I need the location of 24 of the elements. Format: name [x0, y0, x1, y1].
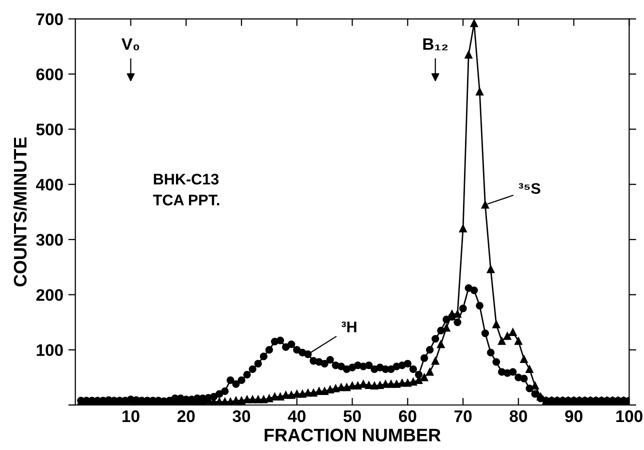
- annotation: B₁₂: [423, 38, 448, 50]
- y-tick-label: 600: [36, 68, 63, 80]
- x-tick-label: 40: [288, 410, 306, 422]
- annotation: V₀: [122, 38, 140, 50]
- y-tick-label: 100: [36, 344, 63, 356]
- x-tick-label: 90: [565, 410, 582, 422]
- x-tick-label: 50: [344, 410, 361, 422]
- x-tick-label: 60: [398, 410, 416, 422]
- x-tick-label: 100: [616, 410, 642, 422]
- x-tick-label: 10: [122, 410, 140, 422]
- annotation: BHK-C13 TCA PPT.: [153, 174, 220, 206]
- text: ³⁵S: [518, 183, 540, 194]
- y-tick-label: 200: [36, 289, 63, 301]
- y-tick-label: 500: [36, 124, 63, 136]
- x-tick-label: 20: [177, 410, 195, 422]
- x-tick-label: 80: [510, 410, 528, 422]
- y-tick-label: 700: [36, 13, 63, 26]
- x-axis-title: FRACTION NUMBER: [264, 428, 441, 442]
- series-label: ³H: [342, 322, 356, 332]
- x-tick-label: 30: [232, 410, 250, 422]
- y-tick-label: 300: [36, 234, 63, 246]
- y-axis-title: COUNTS/MINUTE: [13, 137, 27, 286]
- y-tick-label: 400: [36, 178, 63, 191]
- x-tick-label: 70: [454, 410, 472, 422]
